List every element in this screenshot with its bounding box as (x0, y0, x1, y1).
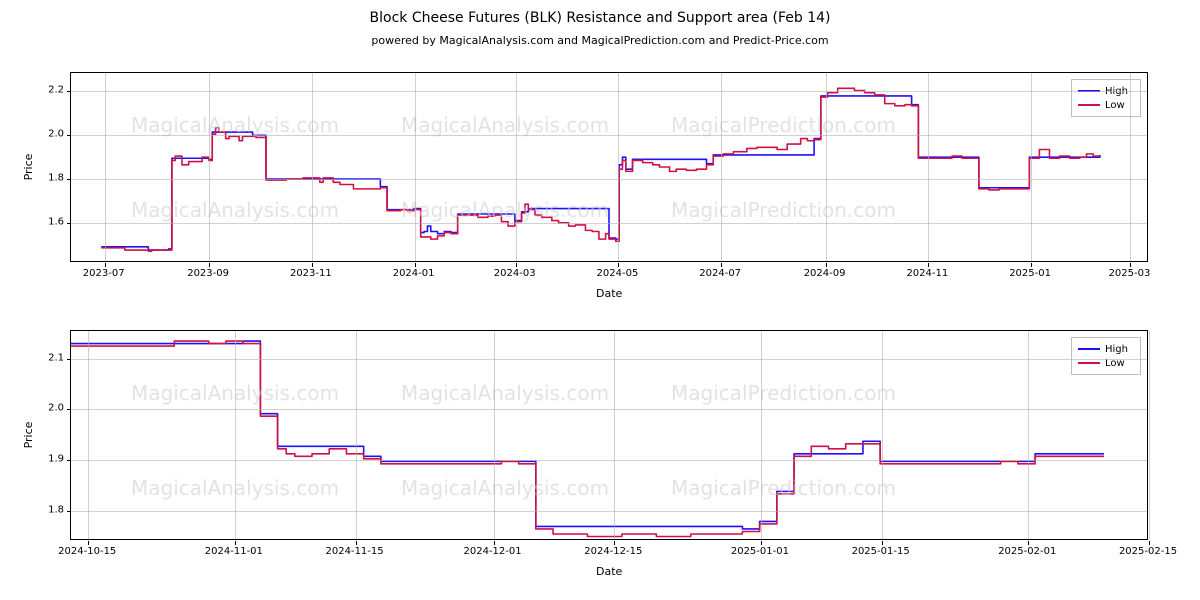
x-tick-label: 2025-02-15 (1119, 546, 1177, 557)
y-tick-label: 1.8 (38, 504, 64, 515)
x-tick-label: 2025-02-01 (998, 546, 1056, 557)
chart-title: Block Cheese Futures (BLK) Resistance an… (0, 10, 1200, 26)
legend-label-low: Low (1105, 100, 1125, 111)
chart-subtitle: powered by MagicalAnalysis.com and Magic… (0, 34, 1200, 47)
chart-top-plot (71, 73, 1147, 261)
x-tick-label: 2024-07 (699, 268, 741, 279)
x-tick-label: 2025-03 (1109, 268, 1151, 279)
y-tick-label: 2.0 (38, 403, 64, 414)
x-tick-label: 2024-01 (393, 268, 435, 279)
y-tick-label: 2.1 (38, 352, 64, 363)
x-tick-label: 2024-05 (597, 268, 639, 279)
y-axis-label-top: Price (22, 154, 35, 181)
legend-item-high: High (1078, 342, 1134, 356)
y-axis-label-bottom: Price (22, 422, 35, 449)
x-tick-label: 2025-01-15 (852, 546, 910, 557)
x-tick-label: 2024-11-15 (326, 546, 384, 557)
x-tick-label: 2024-12-15 (584, 546, 642, 557)
y-tick-label: 2.2 (38, 84, 64, 95)
x-tick-label: 2025-01-01 (731, 546, 789, 557)
y-tick-label: 1.9 (38, 454, 64, 465)
x-tick-label: 2024-10-15 (58, 546, 116, 557)
legend-label-high: High (1105, 344, 1128, 355)
chart-bottom-plot (71, 331, 1147, 539)
x-tick-label: 2024-12-01 (464, 546, 522, 557)
x-tick-label: 2024-03 (494, 268, 536, 279)
y-tick-label: 2.0 (38, 128, 64, 139)
legend-swatch-low (1078, 104, 1100, 106)
y-tick-label: 1.8 (38, 173, 64, 184)
legend-item-low: Low (1078, 98, 1134, 112)
x-axis-label-bottom: Date (596, 565, 622, 578)
x-tick-label: 2023-09 (187, 268, 229, 279)
x-tick-label: 2025-01 (1009, 268, 1051, 279)
x-axis-label-top: Date (596, 287, 622, 300)
x-tick-label: 2023-07 (83, 268, 125, 279)
legend-swatch-low (1078, 362, 1100, 364)
x-tick-label: 2023-11 (290, 268, 332, 279)
x-tick-label: 2024-11-01 (205, 546, 263, 557)
chart-bottom: High Low MagicalAnalysis.com MagicalAnal… (70, 330, 1148, 540)
chart-top: High Low MagicalAnalysis.com MagicalAnal… (70, 72, 1148, 262)
legend-swatch-high (1078, 348, 1100, 350)
legend-bottom: High Low (1071, 337, 1141, 375)
x-tick-label: 2024-09 (804, 268, 846, 279)
y-tick-label: 1.6 (38, 217, 64, 228)
x-tick-label: 2024-11 (906, 268, 948, 279)
